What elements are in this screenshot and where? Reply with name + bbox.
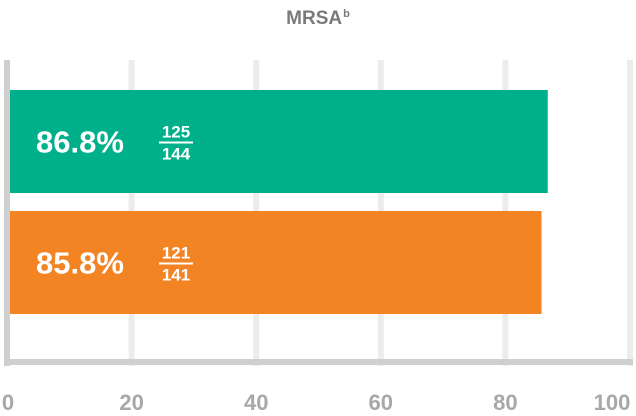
chart-title-text: MRSA <box>286 8 343 29</box>
bar-1 <box>10 90 548 193</box>
bar-1-denominator: 144 <box>162 145 191 164</box>
bar-2-numerator: 121 <box>162 244 190 263</box>
bar-1-percent-label: 86.8% <box>36 125 124 160</box>
x-tick-label-20: 20 <box>119 390 143 415</box>
bar-2-denominator: 141 <box>162 266 190 285</box>
bar-2 <box>10 211 542 314</box>
bar-1-numerator: 125 <box>162 123 190 142</box>
chart-title: MRSAb <box>0 0 636 29</box>
x-tick-label-100: 100 <box>594 390 631 415</box>
x-tick-label-0: 0 <box>2 390 14 415</box>
chart-title-superscript: b <box>343 8 350 20</box>
x-tick-label-60: 60 <box>369 390 393 415</box>
x-tick-label-80: 80 <box>493 390 517 415</box>
x-tick-label-40: 40 <box>244 390 268 415</box>
bar-2-percent-label: 85.8% <box>36 246 124 281</box>
